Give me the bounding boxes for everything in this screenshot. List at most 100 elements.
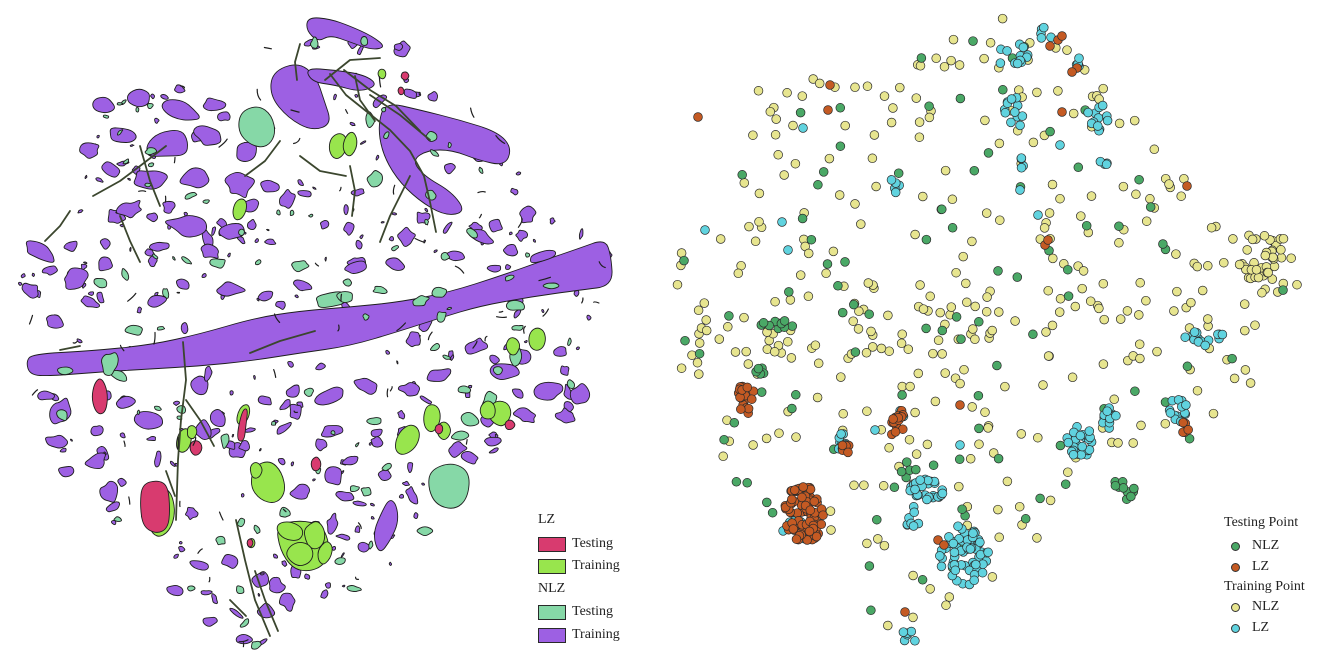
- linear-feature-fragment: [523, 325, 526, 334]
- lz-training-point: [1097, 100, 1108, 111]
- nlz-training-point: [1048, 253, 1058, 264]
- nlz-training-patch: [442, 221, 453, 234]
- nlz-training-patch: [46, 314, 64, 329]
- nlz-training-patch: [326, 512, 339, 535]
- nlz-training-point: [1242, 245, 1252, 255]
- nlz-testing-patch: [428, 463, 470, 509]
- nlz-testing-patch: [279, 506, 291, 518]
- nlz-training-point: [1063, 467, 1073, 477]
- nlz-testing-patch: [113, 516, 122, 522]
- legend-swatch-lz-testing: [538, 537, 566, 552]
- lz-training-point: [836, 429, 846, 439]
- nlz-training-patch: [259, 572, 265, 576]
- nlz-training-patch: [391, 212, 398, 216]
- lz-training-point: [1074, 53, 1084, 63]
- linear-feature: [254, 570, 279, 632]
- nlz-testing-patch: [291, 260, 310, 273]
- lz-training-point: [1000, 108, 1011, 118]
- nlz-training-patch: [80, 295, 101, 308]
- nlz-training-point: [1229, 373, 1240, 384]
- linear-feature: [343, 69, 421, 132]
- nlz-training-point: [1172, 286, 1182, 297]
- nlz-training-patch: [127, 177, 131, 181]
- nlz-training-point: [994, 138, 1005, 149]
- nlz-training-patch: [333, 93, 337, 101]
- nlz-testing-point: [956, 334, 966, 344]
- nlz-training-point: [997, 13, 1008, 24]
- nlz-training-patch: [378, 104, 511, 215]
- legend-dot-lz-training: [1231, 624, 1240, 633]
- nlz-training-point: [1053, 86, 1063, 96]
- nlz-training-point: [908, 570, 918, 581]
- nlz-training-point: [1070, 301, 1081, 312]
- lz-testing-point: [1043, 235, 1053, 245]
- nlz-training-point: [968, 324, 978, 334]
- nlz-testing-point: [724, 311, 734, 321]
- lz-training-point: [1093, 121, 1103, 131]
- nlz-training-point: [1047, 179, 1058, 190]
- nlz-training-point: [884, 443, 894, 453]
- nlz-testing-patch: [102, 114, 110, 119]
- nlz-training-patch: [505, 264, 512, 270]
- nlz-testing-patch: [431, 286, 448, 298]
- linear-feature-fragment: [581, 297, 584, 304]
- nlz-testing-patch: [181, 256, 193, 265]
- linear-feature-fragment: [127, 292, 137, 302]
- nlz-training-point: [692, 357, 703, 368]
- lz-testing-point: [939, 540, 949, 550]
- nlz-training-patch: [84, 174, 88, 179]
- nlz-testing-patch: [525, 252, 531, 258]
- nlz-training-patch: [419, 395, 433, 405]
- nlz-training-point: [879, 91, 890, 101]
- nlz-testing-patch: [236, 585, 245, 595]
- nlz-training-point: [896, 338, 907, 349]
- nlz-training-patch: [211, 593, 218, 605]
- nlz-training-point: [869, 130, 880, 140]
- lz-training-point: [910, 484, 920, 495]
- nlz-testing-point: [795, 107, 806, 118]
- nlz-training-patch: [247, 218, 257, 231]
- nlz-training-patch: [273, 553, 279, 559]
- nlz-training-patch: [95, 177, 104, 183]
- lz-training-point: [906, 626, 917, 637]
- nlz-training-patch: [96, 291, 105, 304]
- nlz-testing-point: [753, 363, 764, 374]
- nlz-testing-patch: [381, 462, 392, 472]
- nlz-training-point: [944, 592, 955, 602]
- nlz-training-point: [853, 324, 864, 334]
- nlz-training-patch: [253, 375, 256, 380]
- nlz-testing-point: [1114, 221, 1124, 231]
- lz-training-point: [995, 58, 1006, 68]
- nlz-training-patch: [549, 217, 556, 225]
- nlz-training-patch: [388, 236, 394, 242]
- nlz-testing-patch: [360, 36, 369, 46]
- legend-label-point-lz-testing: LZ: [1252, 559, 1270, 574]
- nlz-training-point: [1129, 115, 1140, 126]
- nlz-training-point: [980, 115, 990, 126]
- nlz-training-point: [1041, 327, 1051, 337]
- nlz-training-point: [961, 278, 971, 289]
- nlz-testing-patch: [566, 379, 575, 389]
- nlz-testing-patch: [254, 259, 262, 266]
- nlz-testing-point: [791, 390, 801, 400]
- lz-training-point: [1102, 115, 1113, 126]
- nlz-training-patch: [511, 388, 524, 399]
- nlz-training-patch: [407, 462, 414, 474]
- legend-label-nlz-testing: Testing: [572, 604, 614, 619]
- nlz-training-point: [1055, 193, 1065, 204]
- lz-testing-point: [802, 535, 812, 545]
- nlz-training-patch: [278, 592, 296, 612]
- nlz-training-point: [743, 359, 754, 369]
- nlz-training-patch: [281, 560, 288, 567]
- nlz-training-point: [803, 248, 814, 259]
- nlz-testing-point: [1035, 493, 1045, 504]
- nlz-training-patch: [349, 121, 356, 127]
- nlz-testing-point: [917, 575, 928, 585]
- nlz-training-point: [1234, 259, 1245, 270]
- nlz-training-point: [859, 480, 869, 490]
- nlz-training-point: [979, 53, 989, 64]
- nlz-training-patch: [218, 223, 245, 240]
- nlz-testing-patch: [366, 170, 383, 188]
- linear-feature: [354, 75, 376, 122]
- nlz-testing-point: [680, 335, 690, 346]
